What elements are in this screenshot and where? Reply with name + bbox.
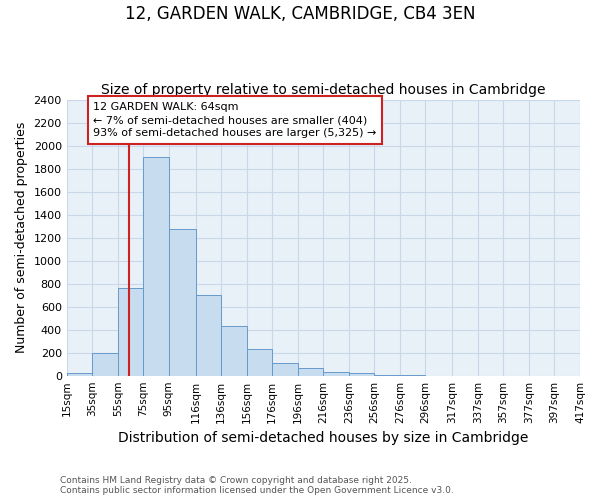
Bar [169, 229, 196, 376]
X-axis label: Distribution of semi-detached houses by size in Cambridge: Distribution of semi-detached houses by … [118, 431, 529, 445]
Bar [92, 352, 118, 376]
Bar [67, 373, 92, 376]
Bar [247, 349, 272, 376]
Text: 12, GARDEN WALK, CAMBRIDGE, CB4 3EN: 12, GARDEN WALK, CAMBRIDGE, CB4 3EN [125, 5, 475, 23]
Bar [118, 288, 143, 376]
Bar [143, 157, 169, 376]
Bar [323, 372, 349, 376]
Bar [196, 295, 221, 376]
Title: Size of property relative to semi-detached houses in Cambridge: Size of property relative to semi-detach… [101, 83, 545, 97]
Bar [272, 363, 298, 376]
Bar [221, 326, 247, 376]
Bar [349, 374, 374, 376]
Text: Contains HM Land Registry data © Crown copyright and database right 2025.
Contai: Contains HM Land Registry data © Crown c… [60, 476, 454, 495]
Text: 12 GARDEN WALK: 64sqm
← 7% of semi-detached houses are smaller (404)
93% of semi: 12 GARDEN WALK: 64sqm ← 7% of semi-detac… [94, 102, 377, 139]
Y-axis label: Number of semi-detached properties: Number of semi-detached properties [15, 122, 28, 354]
Bar [298, 368, 323, 376]
Bar [374, 375, 400, 376]
